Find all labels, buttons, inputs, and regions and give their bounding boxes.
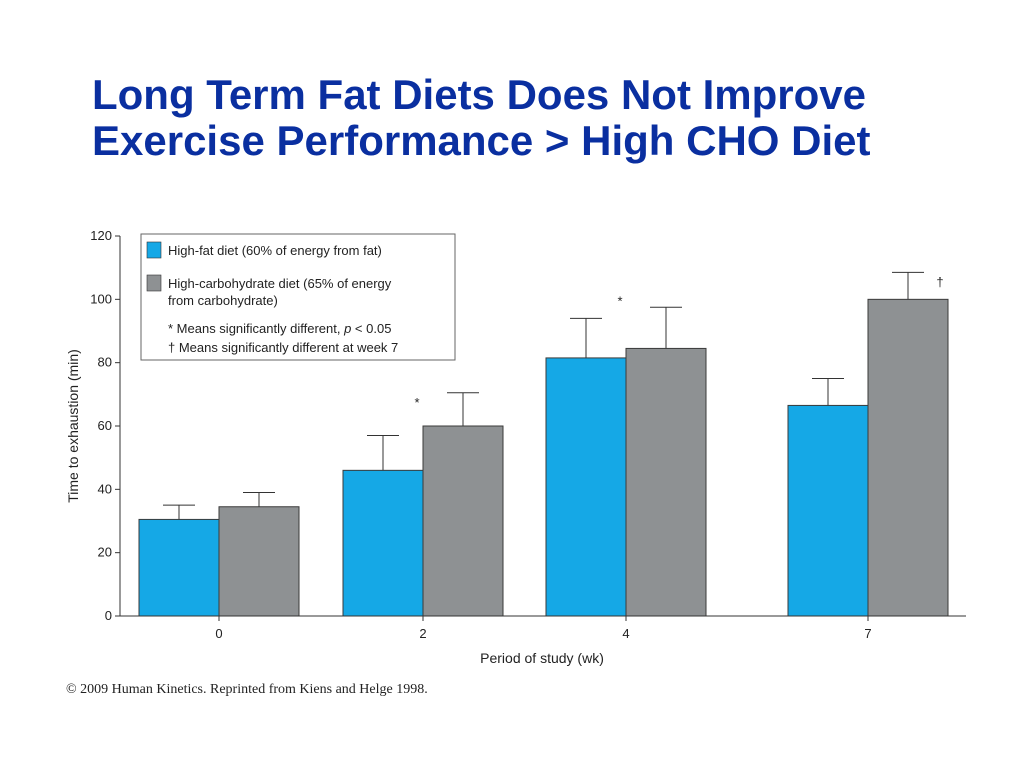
y-tick-label-120: 120 xyxy=(90,228,112,243)
significance-marker-wk4: * xyxy=(617,294,622,309)
legend-note-1-suffix: < 0.05 xyxy=(351,321,391,336)
significance-marker-wk7: † xyxy=(936,275,943,290)
bar-high-fat-wk4 xyxy=(545,357,627,617)
bar-high-cho-wk4 xyxy=(625,347,707,617)
legend-entry-high-cho: High-carbohydrate diet (65% of energy xyxy=(168,276,392,291)
y-tick-label-60: 60 xyxy=(98,418,112,433)
bar-high-fat-wk0 xyxy=(138,518,220,617)
bar-high-fat-wk7 xyxy=(787,404,869,617)
bar-high-cho-wk7 xyxy=(867,298,949,617)
legend-note-significance: * Means significantly different, p < 0.0… xyxy=(168,321,391,336)
x-tick-label-wk4: 4 xyxy=(622,626,629,641)
legend-note-1-prefix: * Means significantly different, xyxy=(168,321,344,336)
legend-entry-high-cho-cont: from carbohydrate) xyxy=(168,293,278,308)
bar-high-cho-wk2 xyxy=(422,425,504,617)
y-axis-title: Time to exhaustion (min) xyxy=(65,349,81,503)
legend-box xyxy=(140,233,456,361)
legend-note-1-italic: p xyxy=(343,321,351,336)
y-tick-label-40: 40 xyxy=(98,481,112,496)
x-tick-label-wk0: 0 xyxy=(215,626,222,641)
title-line-2: Exercise Performance > High CHO Diet xyxy=(92,117,871,164)
credit-line: © 2009 Human Kinetics. Reprinted from Ki… xyxy=(66,682,428,697)
y-tick-label-20: 20 xyxy=(98,545,112,560)
legend: High-fat diet (60% of energy from fat) H… xyxy=(140,233,456,361)
y-tick-label-100: 100 xyxy=(90,291,112,306)
legend-swatch-high-fat xyxy=(146,241,162,259)
x-tick-label-wk2: 2 xyxy=(419,626,426,641)
x-axis-title: Period of study (wk) xyxy=(480,650,604,666)
legend-entry-high-fat: High-fat diet (60% of energy from fat) xyxy=(168,243,382,258)
legend-note-week7: † Means significantly different at week … xyxy=(168,340,398,355)
bar-high-cho-wk0 xyxy=(218,506,300,617)
bar-high-fat-wk2 xyxy=(342,469,424,617)
legend-swatch-high-cho xyxy=(146,274,162,292)
x-tick-label-wk7: 7 xyxy=(864,626,871,641)
y-tick-label-0: 0 xyxy=(105,608,112,623)
slide-title: Long Term Fat Diets Does Not Improve Exe… xyxy=(92,72,992,164)
axes-layer: 0 20 40 60 80 100 120 0 2 4 7 * * † xyxy=(90,228,966,641)
title-line-1: Long Term Fat Diets Does Not Improve xyxy=(92,71,866,118)
significance-marker-wk2: * xyxy=(414,395,419,410)
y-tick-label-80: 80 xyxy=(98,355,112,370)
